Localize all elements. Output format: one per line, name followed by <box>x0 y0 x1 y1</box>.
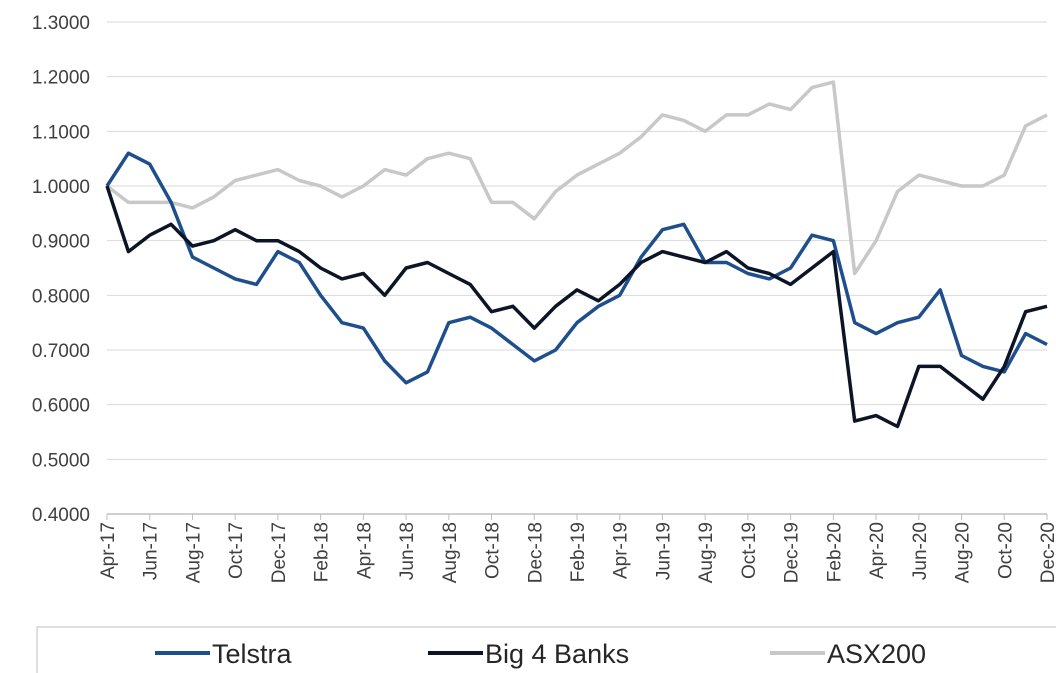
y-tick-label: 1.1000 <box>32 122 90 143</box>
x-tick-label: Aug-17 <box>183 522 204 583</box>
legend-label: Big 4 Banks <box>485 639 629 669</box>
legend-label: ASX200 <box>827 639 926 669</box>
x-tick-label: Apr-18 <box>354 522 375 579</box>
y-tick-label: 0.4000 <box>32 505 90 526</box>
x-tick-label: Jun-19 <box>653 522 674 580</box>
legend-label: Telstra <box>212 639 293 669</box>
x-tick-label: Feb-20 <box>824 522 845 582</box>
x-tick-label: Oct-17 <box>226 522 247 579</box>
x-tick-label: Jun-18 <box>397 522 418 580</box>
x-tick-label: Apr-20 <box>867 522 888 579</box>
series-line <box>105 151 1048 385</box>
x-tick-label: Feb-19 <box>568 522 589 582</box>
x-tick-label: Dec-20 <box>1038 522 1056 583</box>
y-tick-label: 0.5000 <box>32 450 90 471</box>
x-tick-label: Apr-19 <box>611 522 632 579</box>
x-tick-label: Aug-19 <box>696 522 717 583</box>
x-tick-label: Jun-17 <box>141 522 162 580</box>
series-line <box>105 185 1048 429</box>
y-tick-label: 1.2000 <box>32 68 90 89</box>
x-tick-label: Dec-18 <box>525 522 546 583</box>
x-tick-label: Feb-18 <box>312 522 333 582</box>
y-tick-label: 0.8000 <box>32 286 90 307</box>
x-tick-label: Aug-18 <box>440 522 461 583</box>
y-tick-label: 1.0000 <box>32 177 90 198</box>
x-tick-label: Dec-17 <box>269 522 290 583</box>
y-tick-label: 1.3000 <box>32 13 90 34</box>
x-tick-label: Dec-19 <box>782 522 803 583</box>
x-tick-label: Aug-20 <box>953 522 974 583</box>
x-tick-label: Oct-18 <box>483 522 504 579</box>
x-tick-label: Apr-17 <box>98 522 119 579</box>
x-tick-label: Oct-20 <box>995 522 1016 579</box>
legend-box <box>36 626 1056 673</box>
x-tick-label: Oct-19 <box>739 522 760 579</box>
y-tick-label: 0.7000 <box>32 341 90 362</box>
x-tick-label: Jun-20 <box>910 522 931 580</box>
y-tick-label: 0.6000 <box>32 396 90 417</box>
series-line <box>105 80 1048 276</box>
y-tick-label: 0.9000 <box>32 232 90 253</box>
